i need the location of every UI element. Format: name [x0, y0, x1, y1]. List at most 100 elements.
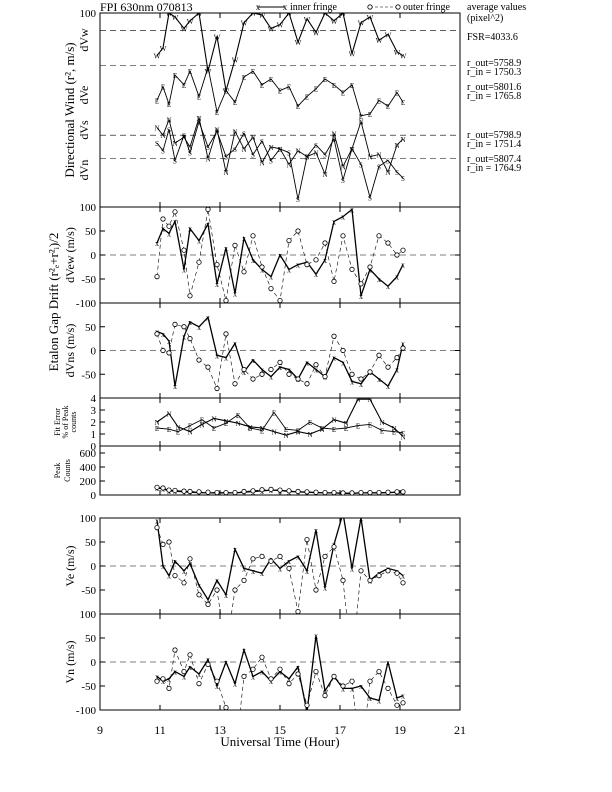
outer-fringe-line — [156, 648, 404, 710]
outer-fringe-point — [268, 676, 274, 682]
series-marker-W: W — [358, 20, 365, 28]
inner-fringe-point: x — [377, 275, 381, 284]
outer-fringe-point — [172, 647, 178, 653]
series-marker-E: E — [161, 84, 165, 92]
series-marker-E: E — [368, 421, 372, 429]
inner-fringe-point: x — [359, 514, 363, 523]
inner-fringe-point: x — [386, 282, 390, 291]
series-marker-E: E — [308, 419, 312, 427]
inner-fringe-point: x — [206, 656, 210, 665]
series-marker-E: E — [224, 420, 228, 428]
panel-data: xxxxxxxxxxxxxxxxxxxxxxxxxxxxxx — [154, 484, 406, 495]
series-marker-N: N — [367, 154, 372, 162]
x-tick-label: 11 — [154, 723, 166, 737]
series-marker-W: W — [340, 10, 347, 18]
series-marker-W: W — [286, 10, 293, 18]
inner-fringe-point: x — [350, 205, 354, 214]
y-tick-label: 4 — [91, 393, 97, 405]
legend-outer-marker-right — [395, 4, 401, 10]
outer-fringe-point — [340, 490, 346, 495]
outer-fringe-point — [349, 490, 355, 495]
inner-fringe-point: x — [287, 265, 291, 274]
series-marker-E: E — [386, 103, 390, 111]
outer-fringe-point — [196, 357, 202, 363]
outer-fringe-line — [156, 209, 404, 302]
inner-fringe-point: x — [260, 366, 264, 375]
vn-axis-label: Vn (m/s) — [63, 641, 77, 684]
outer-fringe-point — [259, 371, 265, 377]
inner-fringe-point: x — [188, 318, 192, 327]
inner-fringe-point: x — [161, 225, 165, 234]
y-tick-label: 0 — [91, 657, 97, 669]
series-marker-W: W — [322, 10, 329, 18]
outer-fringe-point — [358, 376, 364, 382]
inner-fringe-point: x — [206, 313, 210, 322]
inner-fringe-point: x — [314, 632, 318, 641]
series-marker-E: E — [200, 417, 204, 425]
outer-fringe-point — [277, 359, 283, 365]
series-line-N — [156, 116, 404, 176]
series-marker-E: E — [248, 425, 252, 433]
outer-fringe-point — [154, 678, 160, 684]
series-marker-N: N — [295, 429, 300, 437]
outer-fringe-point — [295, 228, 301, 234]
outer-fringe-point — [166, 350, 172, 356]
series-marker-N: N — [268, 144, 273, 152]
panel-data: xxxxxxxxxxxxxxxxxxxxxxxxxxxxxx — [154, 514, 406, 614]
series-marker-S: S — [167, 126, 171, 134]
y-tick-label: 0 — [91, 250, 97, 262]
series-marker-S: S — [215, 128, 219, 136]
inner-fringe-point: x — [224, 658, 228, 667]
inner-fringe-point: x — [188, 225, 192, 234]
inner-fringe-point: x — [251, 256, 255, 265]
inner-fringe-point: x — [377, 696, 381, 705]
inner-fringe-point: x — [395, 273, 399, 282]
outer-fringe-point — [340, 233, 346, 239]
outer-fringe-point — [376, 233, 382, 239]
outer-fringe-point — [196, 489, 202, 495]
inner-fringe-line — [156, 315, 404, 388]
panel-data: xxxxxxxxxxxxxxxxxxxxxxxxxxxxxx — [154, 313, 406, 392]
outer-fringe-point — [250, 488, 256, 494]
inner-fringe-point: x — [323, 687, 327, 696]
series-marker-E: E — [155, 425, 159, 433]
avg-line: r_out=5758.9 — [467, 58, 521, 69]
inner-fringe-point: x — [269, 373, 273, 382]
outer-fringe-point — [331, 489, 337, 495]
outer-fringe-point — [286, 371, 292, 377]
inner-fringe-point: x — [359, 682, 363, 691]
series-marker-E: E — [320, 425, 324, 433]
series-marker-W: W — [304, 16, 311, 24]
outer-fringe-point — [259, 553, 265, 560]
outer-fringe-point — [322, 692, 328, 699]
y-tick-label: -50 — [81, 681, 96, 693]
outer-fringe-point — [187, 293, 193, 299]
series-marker-W: W — [394, 49, 401, 57]
series-marker-W: W — [268, 26, 275, 34]
series-marker-N: N — [376, 152, 381, 160]
outer-fringe-point — [367, 369, 373, 375]
series-marker-E: E — [296, 427, 300, 435]
etalon-axis-label: Etalon Gap Drift (r²ₑ+r²ᵢ)/2 — [46, 233, 61, 372]
outer-fringe-point — [394, 355, 400, 361]
outer-fringe-point — [160, 485, 166, 491]
inner-fringe-point: x — [278, 251, 282, 260]
outer-fringe-point — [385, 685, 391, 692]
series-marker-W: W — [166, 10, 173, 18]
series-marker-E: E — [188, 423, 192, 431]
inner-fringe-point: x — [188, 663, 192, 672]
inner-fringe-point: x — [182, 567, 186, 576]
outer-fringe-point — [250, 376, 256, 382]
series-marker-N: N — [271, 429, 276, 437]
inner-fringe-point: x — [260, 668, 264, 677]
fit-axis-label: % of Peak — [61, 406, 70, 439]
inner-fringe-point: x — [161, 677, 165, 686]
panel-dvew: -100-50050100xxxxxxxxxxxxxxxxxxxxxxxxxxx… — [46, 202, 461, 372]
outer-fringe-point — [214, 385, 220, 392]
series-marker-S: S — [314, 142, 318, 150]
outer-fringe-point — [214, 587, 220, 593]
inner-fringe-point: x — [173, 382, 177, 391]
series-marker-W: W — [172, 14, 179, 22]
